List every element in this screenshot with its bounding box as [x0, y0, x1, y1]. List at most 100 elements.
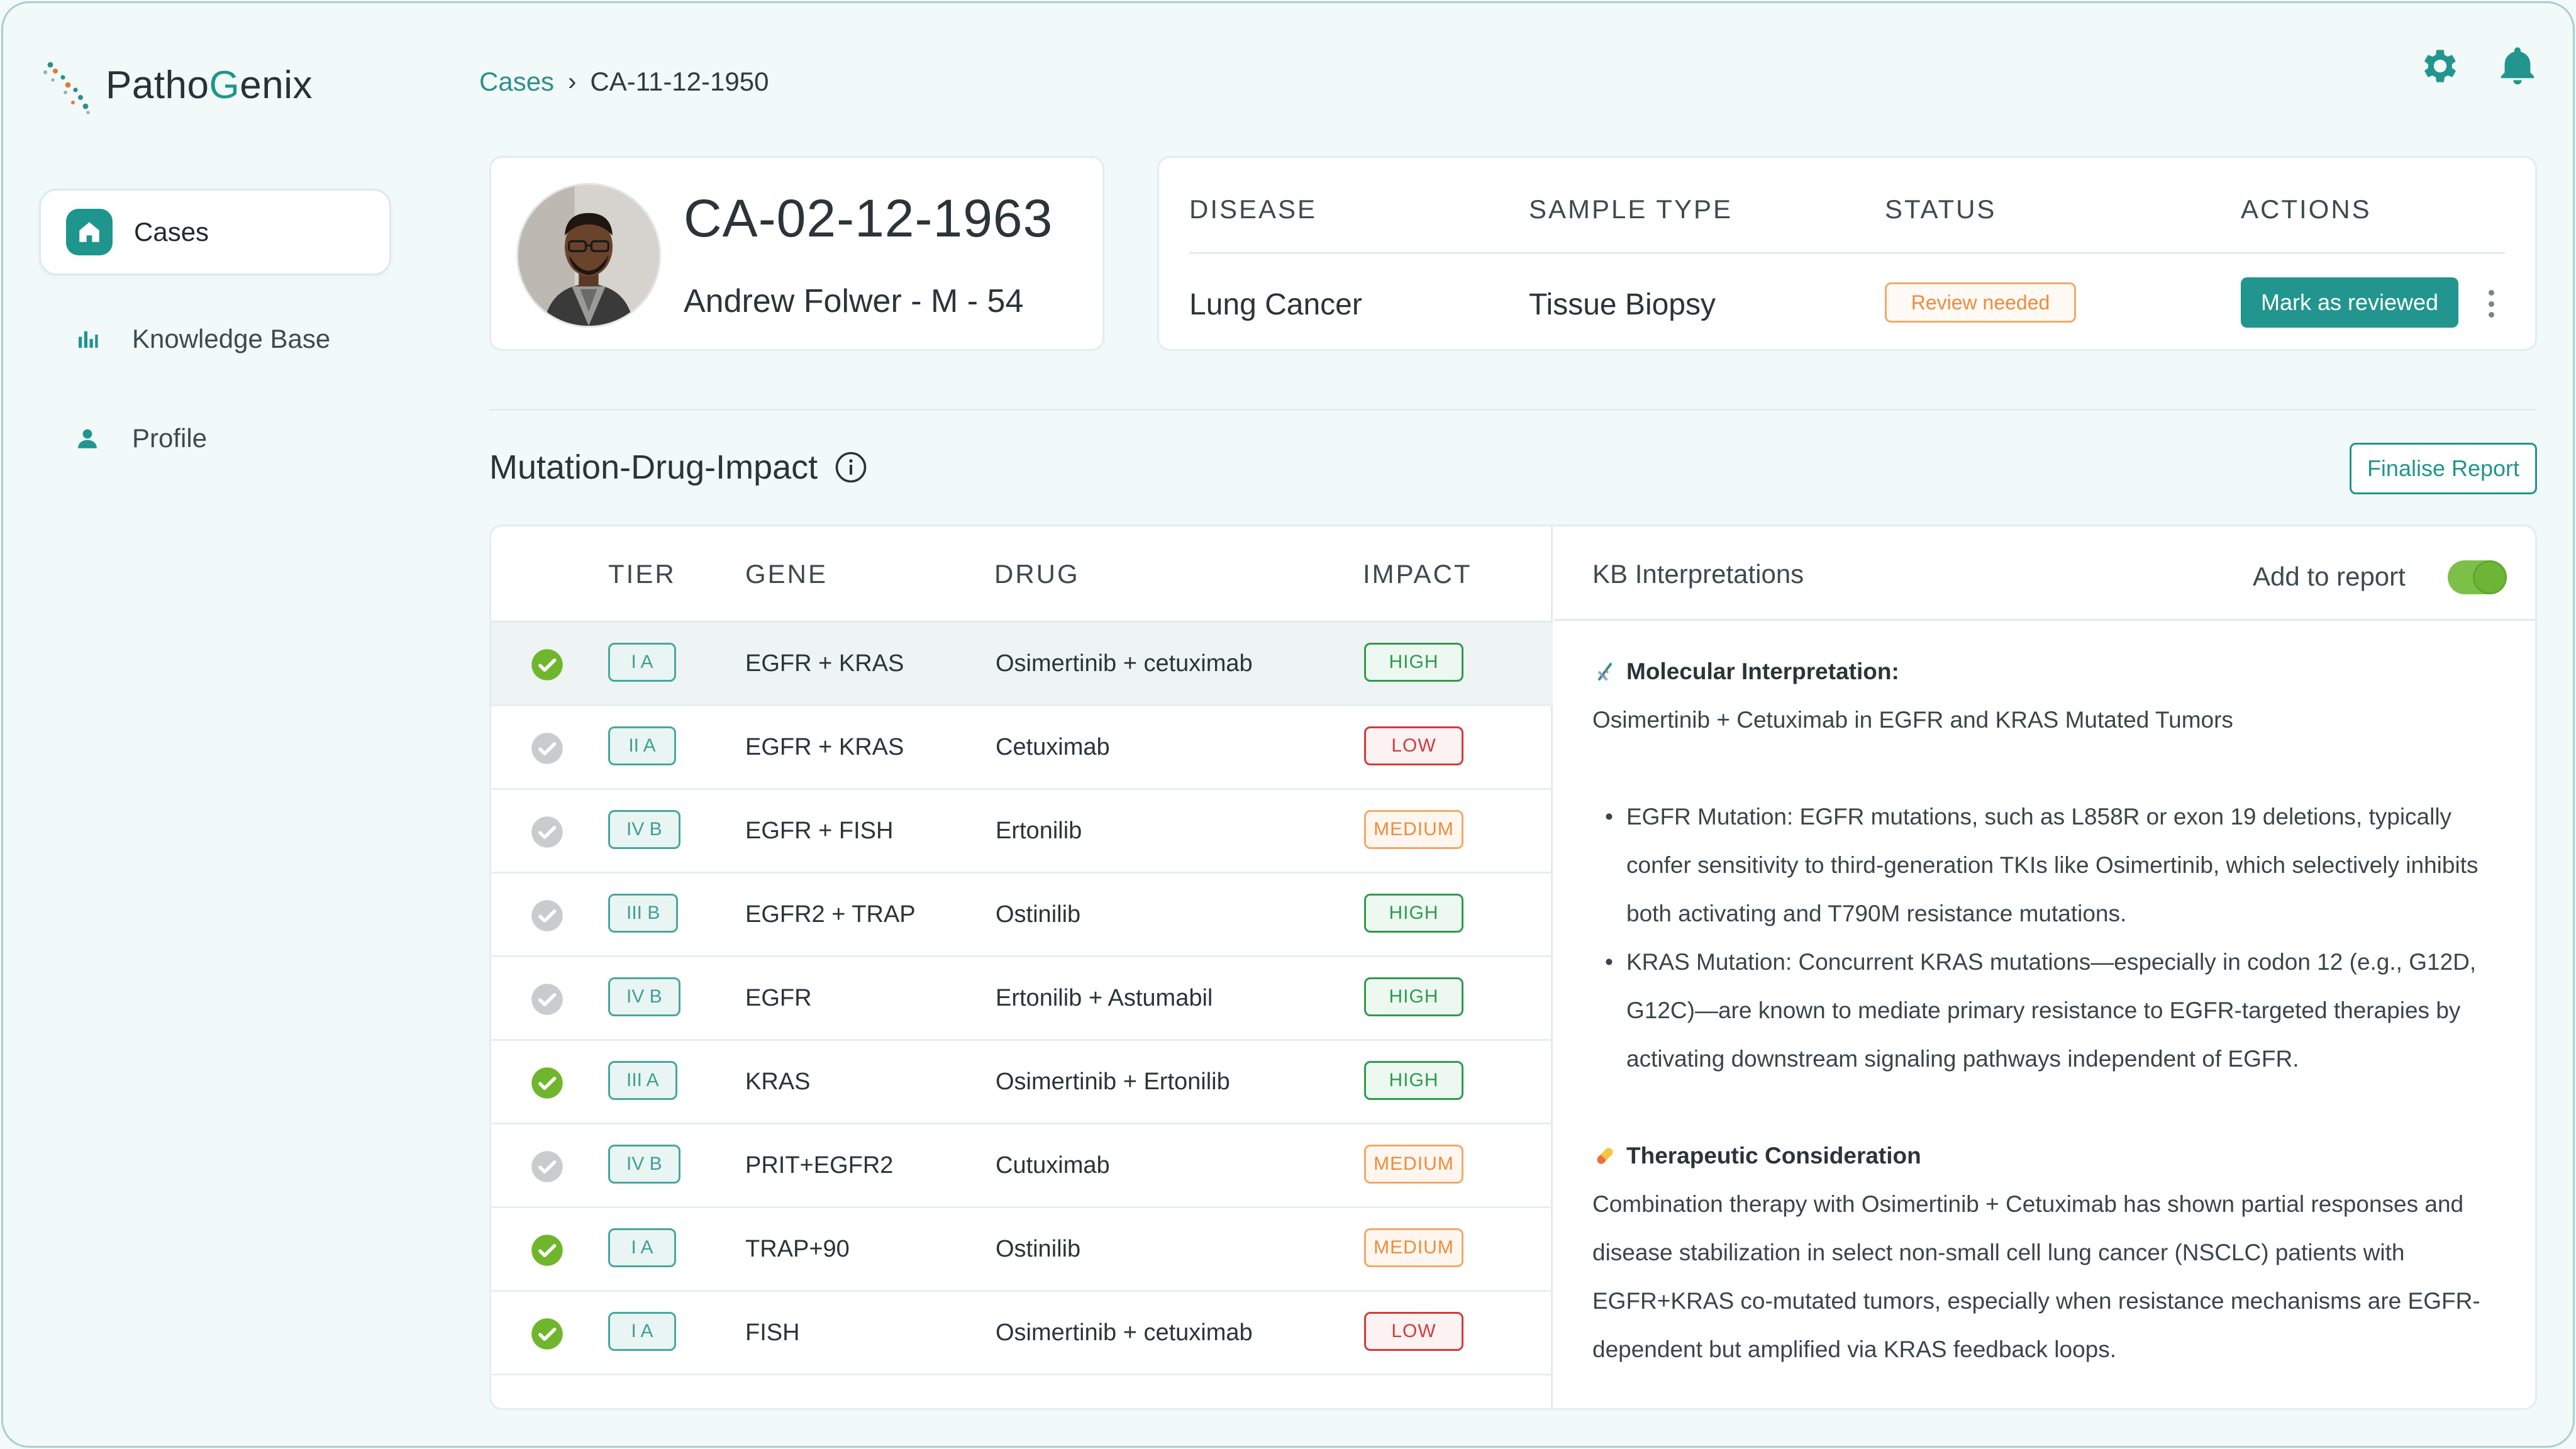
table-row[interactable]: III B EGFR2 + TRAP Ostinilib HIGH	[491, 874, 1553, 957]
tier-badge: I A	[608, 1312, 676, 1351]
kb-content: Molecular Interpretation: Osimertinib + …	[1592, 647, 2498, 1374]
drug-cell: Cetuximab	[996, 734, 1110, 760]
list-item: KRAS Mutation: Concurrent KRAS mutations…	[1592, 938, 2498, 1083]
status-header: STATUS	[1885, 194, 1997, 224]
drug-cell: Osimertinib + cetuximab	[996, 650, 1253, 677]
sidebar-item-cases[interactable]: Cases	[39, 189, 391, 275]
summary-divider	[1189, 252, 2505, 254]
gear-icon	[2424, 50, 2457, 82]
drug-cell: Ostinilib	[996, 901, 1081, 928]
tier-column-header[interactable]: TIER	[608, 559, 676, 589]
mark-as-reviewed-button[interactable]: Mark as reviewed	[2241, 277, 2458, 328]
check-circle-unchecked-icon[interactable]	[530, 1150, 564, 1184]
drug-column-header[interactable]: DRUG	[994, 559, 1080, 589]
gene-cell: PRIT+EGFR2	[745, 1152, 894, 1179]
therapeutic-consideration-heading: Therapeutic Consideration	[1592, 1131, 2498, 1180]
gene-cell: TRAP+90	[745, 1236, 850, 1262]
drug-cell: Osimertinib + Ertonilib	[996, 1069, 1230, 1095]
impact-badge: LOW	[1364, 1312, 1463, 1351]
notifications-button[interactable]	[2496, 44, 2540, 88]
impact-column-header[interactable]: IMPACT	[1363, 559, 1472, 589]
tier-badge: III B	[608, 894, 679, 933]
sidebar-item-label: Profile	[132, 423, 208, 453]
check-circle-unchecked-icon[interactable]	[530, 899, 564, 933]
person-icon	[64, 415, 111, 462]
gene-cell: KRAS	[745, 1069, 811, 1095]
sidebar-item-knowledge-base[interactable]: Knowledge Base	[39, 296, 391, 382]
breadcrumb-cases-link[interactable]: Cases	[479, 67, 555, 96]
info-icon[interactable]	[834, 450, 868, 484]
dna-logo-icon	[43, 62, 90, 114]
kb-header: KB Interpretations Add to report	[1555, 526, 2535, 621]
table-row[interactable]: IV B PRIT+EGFR2 Cutuximab MEDIUM	[491, 1124, 1553, 1208]
drug-cell: Ostinilib	[996, 1236, 1081, 1262]
table-row[interactable]: IV B EGFR + FISH Ertonilib MEDIUM	[491, 790, 1553, 874]
check-circle-checked-icon[interactable]	[530, 1233, 564, 1267]
impact-badge: MEDIUM	[1364, 1145, 1463, 1184]
check-circle-checked-icon[interactable]	[530, 1066, 564, 1100]
tier-badge: IV B	[608, 810, 680, 849]
bell-icon	[2501, 47, 2534, 85]
impact-badge: HIGH	[1364, 894, 1463, 933]
impact-badge: HIGH	[1364, 643, 1463, 682]
drug-cell: Ertonilib	[996, 818, 1082, 844]
section-title: Mutation-Drug-Impact	[489, 448, 868, 487]
gene-column-header[interactable]: GENE	[745, 559, 828, 589]
tier-badge: I A	[608, 1228, 676, 1267]
therapeutic-text: Combination therapy with Osimertinib + C…	[1592, 1191, 2480, 1362]
check-circle-checked-icon[interactable]	[530, 648, 564, 682]
impact-badge: MEDIUM	[1364, 1228, 1463, 1267]
check-circle-unchecked-icon[interactable]	[530, 731, 564, 765]
tier-badge: III A	[608, 1061, 677, 1100]
gene-cell: FISH	[745, 1319, 800, 1346]
mutation-table: TIER GENE DRUG IMPACT I A EGFR + KRAS Osim…	[491, 526, 1553, 1408]
drug-cell: Osimertinib + cetuximab	[996, 1319, 1253, 1346]
molecular-interpretation-heading: Molecular Interpretation:	[1592, 647, 2498, 696]
finalise-report-button[interactable]: Finalise Report	[2350, 443, 2537, 494]
patient-card: CA-02-12-1963 Andrew Folwer - M - 54	[489, 156, 1104, 351]
brand-name: PathoGenix	[106, 63, 313, 107]
kb-title: KB Interpretations	[1592, 559, 1804, 589]
bar-chart-icon	[64, 316, 111, 362]
actions-header: ACTIONS	[2241, 194, 2372, 224]
table-row[interactable]: I A TRAP+90 Ostinilib MEDIUM	[491, 1208, 1553, 1292]
table-row[interactable]: IV B EGFR Ertonilib + Astumabil HIGH	[491, 957, 1553, 1041]
add-to-report-label: Add to report	[2253, 562, 2406, 591]
breadcrumb: Cases › CA-11-12-1950	[479, 67, 769, 97]
check-circle-unchecked-icon[interactable]	[530, 815, 564, 849]
gene-cell: EGFR + KRAS	[745, 734, 904, 760]
home-icon	[66, 209, 113, 255]
molecular-subtitle: Osimertinib + Cetuximab in EGFR and KRAS…	[1592, 707, 2233, 733]
check-circle-unchecked-icon[interactable]	[530, 982, 564, 1016]
drug-cell: Ertonilib + Astumabil	[996, 985, 1213, 1011]
sidebar-item-profile[interactable]: Profile	[39, 395, 391, 482]
disease-value: Lung Cancer	[1189, 288, 1362, 321]
impact-badge: HIGH	[1364, 977, 1463, 1016]
patient-info: Andrew Folwer - M - 54	[684, 283, 1024, 319]
breadcrumb-current: CA-11-12-1950	[590, 67, 769, 96]
more-options-icon[interactable]	[2485, 290, 2497, 318]
check-circle-checked-icon[interactable]	[530, 1317, 564, 1351]
dna-icon	[1597, 662, 1613, 681]
list-item: EGFR Mutation: EGFR mutations, such as L…	[1592, 792, 2498, 938]
kb-bullet-list: EGFR Mutation: EGFR mutations, such as L…	[1592, 792, 2498, 1083]
tier-badge: I A	[608, 643, 676, 682]
brand-logo[interactable]: PathoGenix	[38, 50, 313, 119]
breadcrumb-separator: ›	[568, 67, 577, 96]
table-row[interactable]: I A FISH Osimertinib + cetuximab LOW	[491, 1292, 1553, 1375]
case-id: CA-02-12-1963	[684, 189, 1053, 248]
mutation-drug-impact-card: TIER GENE DRUG IMPACT I A EGFR + KRAS Osim…	[489, 525, 2537, 1410]
table-row[interactable]: III A KRAS Osimertinib + Ertonilib HIGH	[491, 1041, 1553, 1124]
sidebar-item-label: Knowledge Base	[132, 324, 331, 353]
drug-cell: Cutuximab	[996, 1152, 1110, 1179]
impact-badge: LOW	[1364, 726, 1463, 765]
gene-cell: EGFR2 + TRAP	[745, 901, 916, 928]
kb-interpretations-panel: KB Interpretations Add to report Molecul…	[1555, 526, 2535, 1408]
impact-badge: MEDIUM	[1364, 810, 1463, 849]
add-to-report-toggle[interactable]	[2448, 560, 2507, 594]
table-row[interactable]: II A EGFR + KRAS Cetuximab LOW	[491, 706, 1553, 790]
avatar	[516, 183, 661, 328]
table-row[interactable]: I A EGFR + KRAS Osimertinib + cetuximab HIG…	[491, 623, 1553, 706]
settings-button[interactable]	[2418, 44, 2462, 88]
case-summary-card: DISEASE SAMPLE TYPE STATUS ACTIONS Lung …	[1157, 156, 2537, 351]
